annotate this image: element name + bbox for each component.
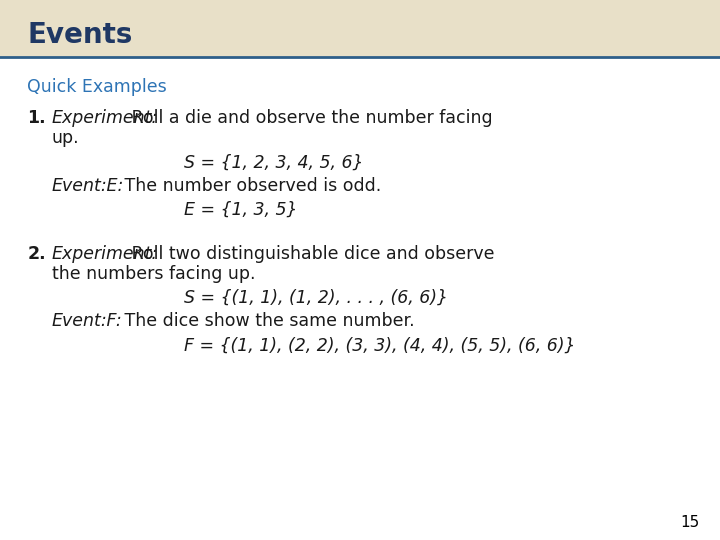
Text: E = {1, 3, 5}: E = {1, 3, 5} bbox=[184, 200, 297, 219]
Text: Quick Examples: Quick Examples bbox=[27, 78, 167, 97]
Text: The number observed is odd.: The number observed is odd. bbox=[119, 177, 381, 195]
Text: the numbers facing up.: the numbers facing up. bbox=[52, 265, 256, 283]
Text: S = {(1, 1), (1, 2), . . . , (6, 6)}: S = {(1, 1), (1, 2), . . . , (6, 6)} bbox=[184, 289, 448, 307]
Text: F = {(1, 1), (2, 2), (3, 3), (4, 4), (5, 5), (6, 6)}: F = {(1, 1), (2, 2), (3, 3), (4, 4), (5,… bbox=[184, 336, 575, 355]
Text: Event:: Event: bbox=[52, 177, 107, 195]
Text: Event:: Event: bbox=[52, 312, 107, 330]
FancyBboxPatch shape bbox=[0, 0, 720, 57]
Text: Events: Events bbox=[27, 21, 132, 49]
Text: 2.: 2. bbox=[27, 245, 46, 263]
Text: Experiment:: Experiment: bbox=[52, 109, 158, 127]
Text: up.: up. bbox=[52, 129, 79, 147]
Text: 15: 15 bbox=[680, 515, 700, 530]
Text: 1.: 1. bbox=[27, 109, 46, 127]
Text: The dice show the same number.: The dice show the same number. bbox=[119, 312, 415, 330]
Text: Experiment:: Experiment: bbox=[52, 245, 158, 263]
Text: S = {1, 2, 3, 4, 5, 6}: S = {1, 2, 3, 4, 5, 6} bbox=[184, 154, 363, 172]
Text: Roll a die and observe the number facing: Roll a die and observe the number facing bbox=[126, 109, 492, 127]
Text: Roll two distinguishable dice and observe: Roll two distinguishable dice and observ… bbox=[126, 245, 495, 263]
Text: F:: F: bbox=[101, 312, 122, 330]
Text: E:: E: bbox=[101, 177, 123, 195]
